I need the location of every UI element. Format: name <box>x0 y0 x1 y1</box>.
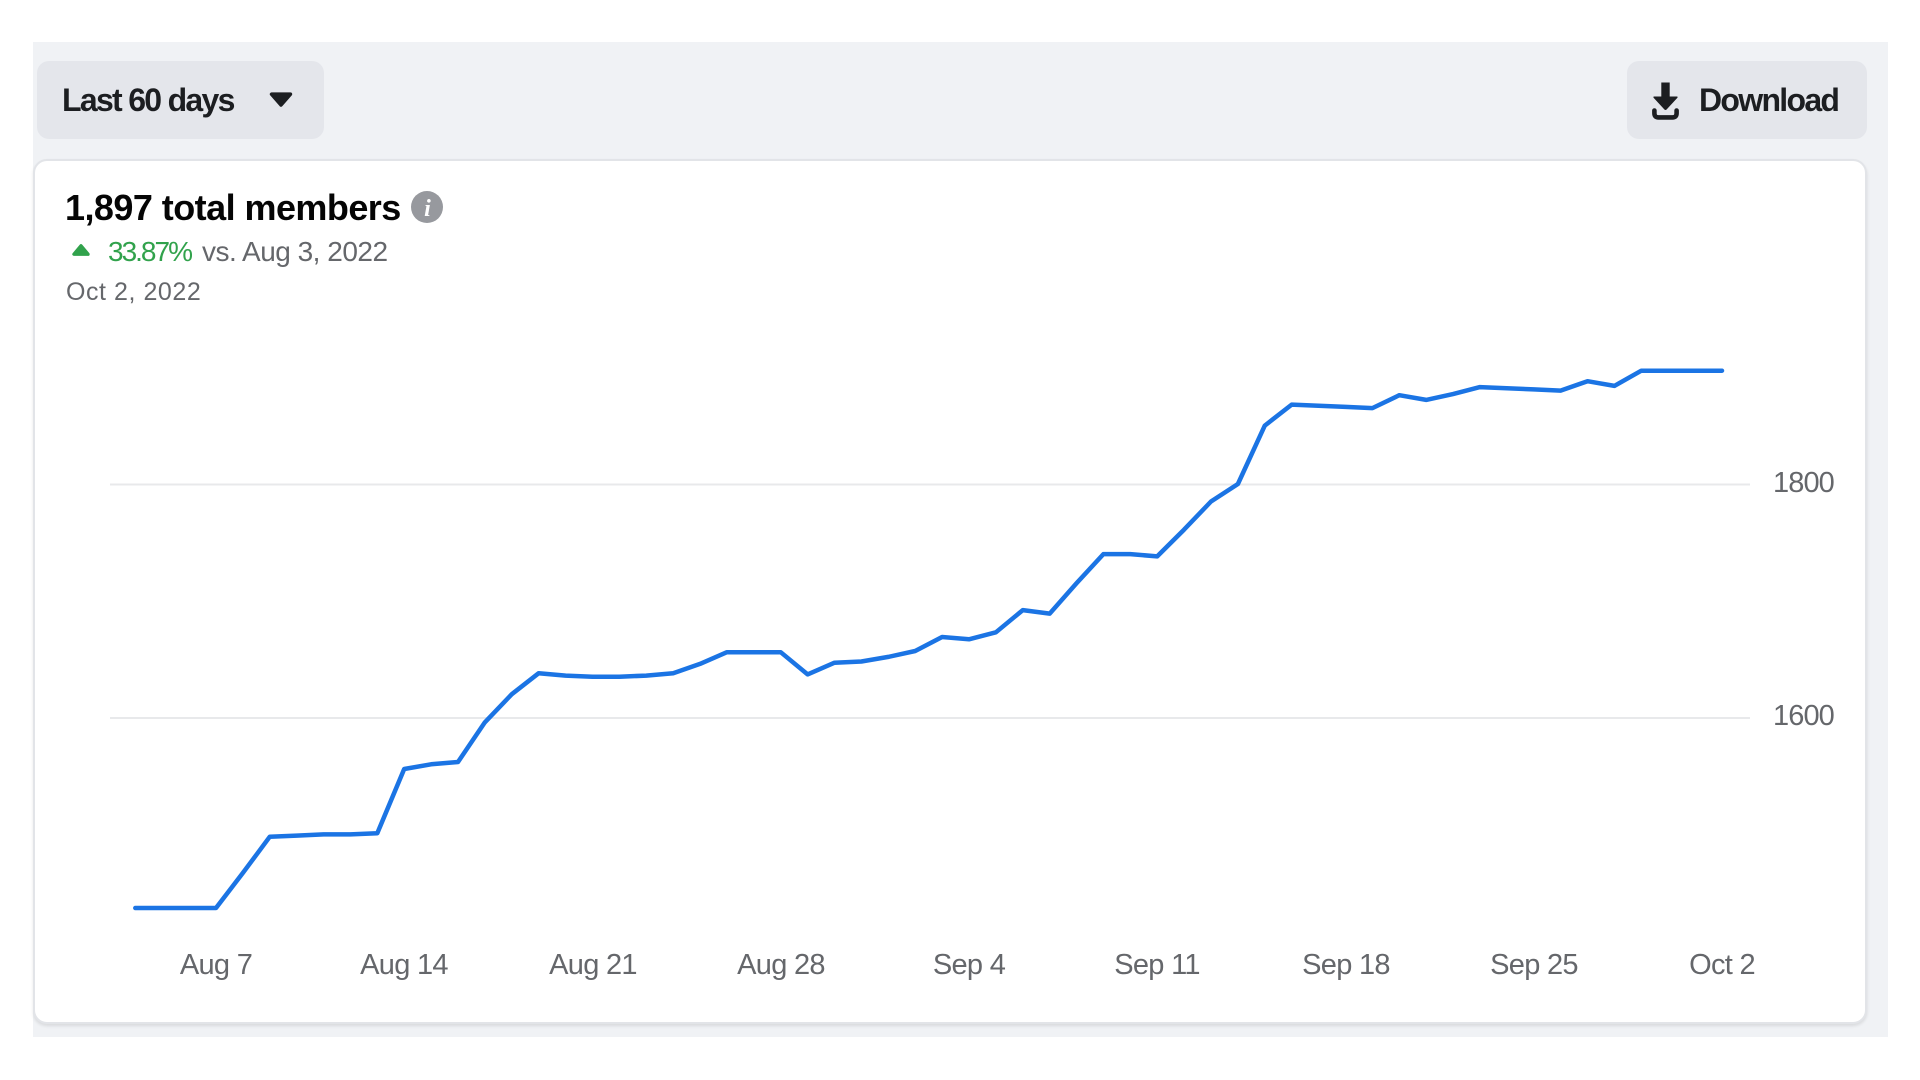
svg-text:i: i <box>424 196 431 222</box>
